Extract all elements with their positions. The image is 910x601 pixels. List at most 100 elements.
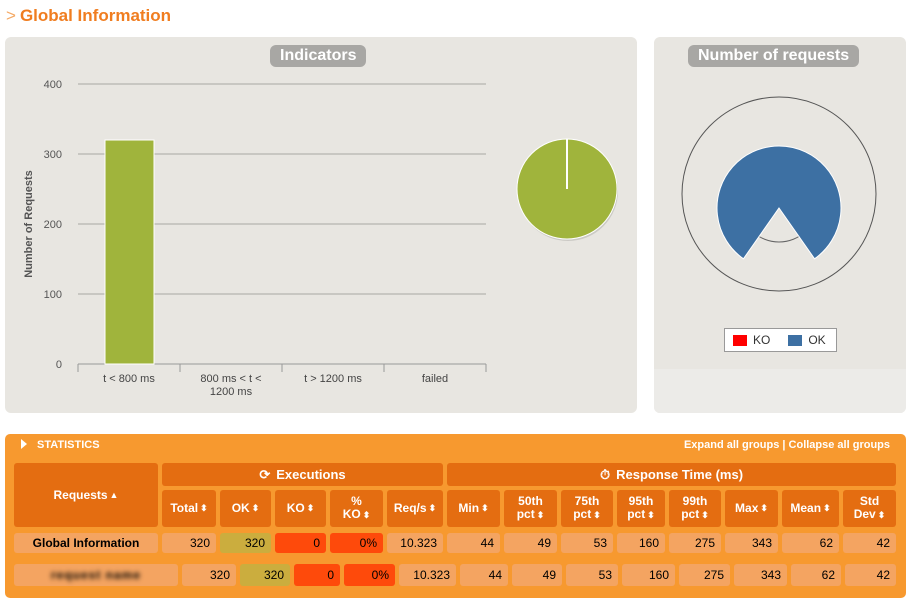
header-std[interactable]: Std Dev ⬍ xyxy=(843,490,896,527)
expand-all-link[interactable]: Expand all groups xyxy=(683,439,780,451)
cell-ko: 0 xyxy=(275,533,326,553)
header-p75[interactable]: 75th pct ⬍ xyxy=(561,490,613,527)
header-max-label: Max xyxy=(735,501,759,515)
header-p50-line2: pct xyxy=(516,507,535,521)
cell-min: 44 xyxy=(447,533,500,553)
cell-max: 343 xyxy=(734,564,787,586)
sort-icon: ⬍ xyxy=(877,510,886,520)
page-title-text: Global Information xyxy=(19,6,172,25)
requests-title: Number of requests xyxy=(688,45,860,67)
header-ko-label: KO xyxy=(286,501,305,515)
header-std-line2: Dev xyxy=(853,507,876,521)
legend-ok-swatch[interactable] xyxy=(788,334,803,346)
cell-ok: 320 xyxy=(240,564,290,586)
cell-p95: 160 xyxy=(622,564,675,586)
header-std-line1: Std xyxy=(859,494,880,508)
group-response-time: ⏱ Response Time (ms) xyxy=(447,463,896,486)
header-p99-line1: 99th xyxy=(682,494,708,508)
header-pct-ko[interactable]: % KO ⬍ xyxy=(330,490,383,527)
cell-p75: 53 xyxy=(566,564,618,586)
y-tick-label: 400 xyxy=(44,79,62,91)
sort-icon: ⬍ xyxy=(823,503,831,513)
header-p95[interactable]: 95th pct ⬍ xyxy=(617,490,665,527)
cell-pct-ko: 0% xyxy=(330,533,383,553)
header-pct-ko-line2: KO xyxy=(342,507,361,521)
header-ok-label: OK xyxy=(231,501,250,515)
header-requests[interactable]: Requests ▲ xyxy=(14,463,158,527)
header-min[interactable]: Min ⬍ xyxy=(447,490,500,527)
indicators-bar-chart: 0 100 200 300 400 Number of Requests t < 800 m… xyxy=(23,79,487,398)
header-total[interactable]: Total ⬍ xyxy=(162,490,216,527)
row-name[interactable]: Global Information xyxy=(14,533,158,553)
header-p50[interactable]: 50th pct ⬍ xyxy=(504,490,557,527)
header-reqs[interactable]: Req/s ⬍ xyxy=(387,490,443,527)
x-tick-label: failed xyxy=(422,373,448,385)
header-p95-line1: 95th xyxy=(628,494,654,508)
header-p95-line2: pct xyxy=(627,507,646,521)
sort-icon: ⬍ xyxy=(536,510,545,520)
y-tick-label: 300 xyxy=(44,149,62,161)
x-tick-label: t < 800 ms xyxy=(103,373,155,385)
cell-total: 320 xyxy=(182,564,236,586)
outer-ring xyxy=(681,96,877,292)
row-name-blurred: request name xyxy=(50,568,142,582)
cell-max: 343 xyxy=(725,533,778,553)
cell-p50: 49 xyxy=(504,533,557,553)
clock-icon: ⏱ xyxy=(599,467,611,482)
cell-p99: 275 xyxy=(669,533,721,553)
sort-icon: ⬍ xyxy=(701,510,709,520)
chevron-right-icon: > xyxy=(6,6,16,25)
bar xyxy=(104,139,155,365)
sort-icon: ⬍ xyxy=(251,503,260,513)
sort-icon: ⬍ xyxy=(593,510,601,520)
group-executions: ⟳ Executions xyxy=(162,463,443,486)
y-axis-label: Number of Requests xyxy=(23,170,35,278)
header-p99-line2: pct xyxy=(681,507,700,521)
triangle-right-icon xyxy=(21,439,27,449)
row-name[interactable]: request name xyxy=(14,564,178,586)
cell-reqs: 10.323 xyxy=(387,533,443,553)
sort-icon: ⬍ xyxy=(647,510,655,520)
group-response-time-label: Response Time (ms) xyxy=(616,467,744,482)
cell-mean: 62 xyxy=(791,564,841,586)
header-total-label: Total xyxy=(170,501,199,515)
sort-icon: ⬍ xyxy=(428,503,437,513)
collapse-all-link[interactable]: Collapse all groups xyxy=(788,439,890,451)
cell-mean: 62 xyxy=(782,533,839,553)
legend-ko-label[interactable]: KO xyxy=(753,333,771,347)
header-mean-label: Mean xyxy=(790,501,822,515)
header-mean[interactable]: Mean ⬍ xyxy=(782,490,839,527)
header-max[interactable]: Max ⬍ xyxy=(725,490,778,527)
header-p50-line1: 50th xyxy=(518,494,543,508)
sort-icon: ⬍ xyxy=(200,503,208,513)
header-ok[interactable]: OK ⬍ xyxy=(220,490,271,527)
indicators-title: Indicators xyxy=(270,45,367,67)
header-ko[interactable]: KO ⬍ xyxy=(275,490,326,527)
cell-ko: 0 xyxy=(294,564,340,586)
sort-icon: ⬍ xyxy=(481,503,489,513)
header-reqs-label: Req/s xyxy=(393,501,427,515)
header-p75-line2: pct xyxy=(573,507,592,521)
cell-p99: 275 xyxy=(679,564,730,586)
page-title: > Global Information xyxy=(6,6,171,26)
cell-std: 42 xyxy=(843,533,896,553)
group-executions-label: Executions xyxy=(276,467,346,482)
requests-panel xyxy=(654,37,906,413)
sort-icon: ⬍ xyxy=(306,503,315,513)
legend-ko-swatch[interactable] xyxy=(733,334,747,346)
cell-std: 42 xyxy=(845,564,896,586)
cell-total: 320 xyxy=(162,533,216,553)
header-pct-ko-line1: % xyxy=(351,494,362,508)
sort-icon: ⬍ xyxy=(362,510,371,520)
y-tick-label: 200 xyxy=(44,219,62,231)
header-p99[interactable]: 99th pct ⬍ xyxy=(669,490,721,527)
statistics-toggle[interactable]: STATISTICS xyxy=(21,439,100,451)
cell-reqs: 10.323 xyxy=(399,564,456,586)
statistics-title: STATISTICS xyxy=(37,439,100,451)
cell-p50: 49 xyxy=(512,564,562,586)
legend-ok-label[interactable]: OK xyxy=(808,333,826,347)
sort-asc-icon: ▲ xyxy=(109,489,119,500)
header-requests-label: Requests xyxy=(53,487,108,502)
sort-icon: ⬍ xyxy=(760,503,768,513)
requests-legend: KO OK xyxy=(724,328,837,352)
